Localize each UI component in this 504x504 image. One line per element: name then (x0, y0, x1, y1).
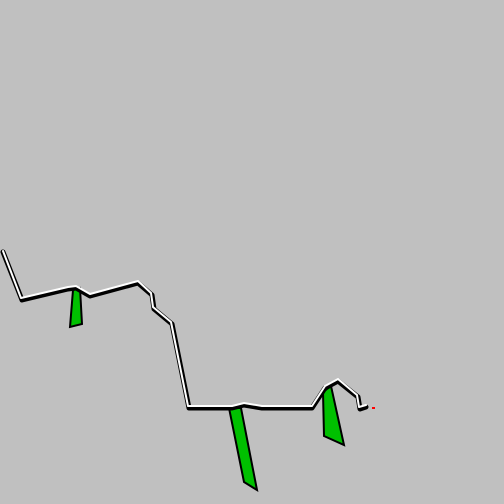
track-surface (2, 250, 367, 408)
green-pocket-left (68, 286, 84, 329)
end-marker (372, 407, 375, 409)
track-outline (0, 249, 369, 412)
